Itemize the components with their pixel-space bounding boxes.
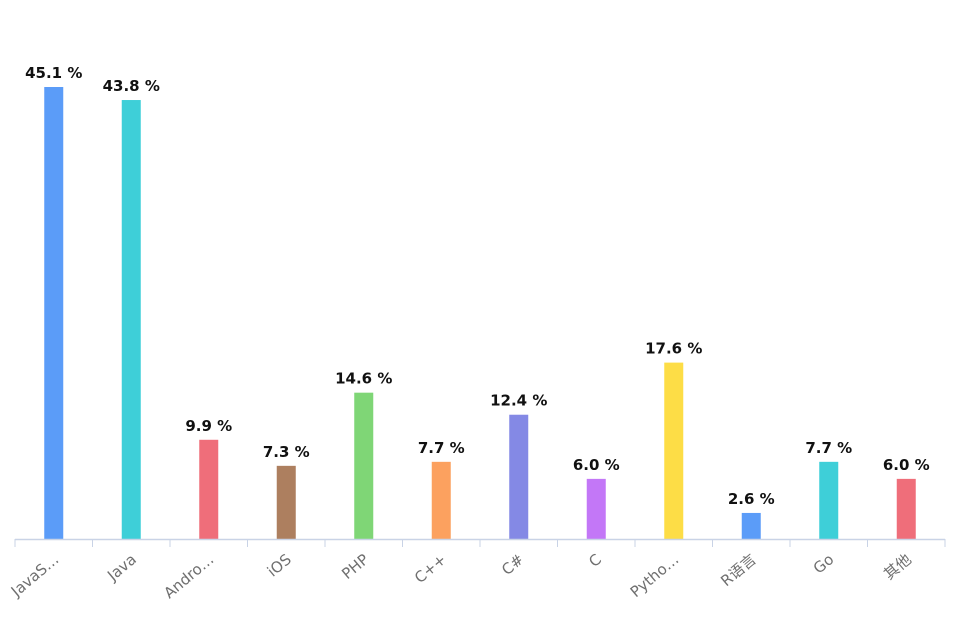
- bar-1[interactable]: [121, 100, 141, 540]
- value-label-4: 14.6 %: [335, 370, 392, 388]
- x-axis: [14, 538, 946, 547]
- x-tick-labels-group: JavaS… Java Andro… iOS PHP C++ C# C Pytho… R语言 Go 其…: [7, 550, 915, 602]
- x-tick-label-6: C#: [498, 550, 527, 579]
- bars-group: [44, 87, 916, 540]
- value-label-9: 2.6 %: [728, 490, 775, 508]
- x-tick-label-5: C++: [411, 550, 450, 587]
- value-label-5: 7.7 %: [418, 439, 465, 457]
- value-label-3: 7.3 %: [263, 443, 310, 461]
- bar-9[interactable]: [741, 512, 761, 539]
- x-tick-label-11: 其他: [880, 550, 915, 583]
- x-tick-label-0: JavaS…: [7, 550, 62, 601]
- bar-2[interactable]: [199, 439, 219, 539]
- bar-7[interactable]: [586, 478, 606, 539]
- bar-6[interactable]: [509, 414, 529, 539]
- bar-8[interactable]: [664, 362, 684, 539]
- x-tick-label-3: iOS: [264, 550, 295, 580]
- value-label-7: 6.0 %: [573, 456, 620, 474]
- x-tick-label-2: Andro…: [160, 550, 217, 602]
- bar-0[interactable]: [44, 87, 64, 539]
- bar-10[interactable]: [819, 461, 839, 539]
- bar-3[interactable]: [276, 465, 296, 539]
- bar-4[interactable]: [354, 392, 374, 539]
- x-tick-label-10: Go: [810, 550, 838, 577]
- x-tick-label-9: R语言: [717, 550, 760, 590]
- value-label-10: 7.7 %: [805, 439, 852, 457]
- x-tick-label-4: PHP: [338, 550, 372, 583]
- x-tick-label-7: C: [585, 550, 605, 571]
- x-tick-label-1: Java: [103, 550, 140, 585]
- value-label-11: 6.0 %: [883, 456, 930, 474]
- value-label-0: 45.1 %: [25, 64, 82, 82]
- value-labels-group: 45.1 % 43.8 % 9.9 % 7.3 % 14.6 % 7.7 % 12.4 % 6…: [25, 64, 930, 508]
- value-label-6: 12.4 %: [490, 392, 547, 410]
- bar-5[interactable]: [431, 461, 451, 539]
- x-tick-label-8: Pytho…: [627, 550, 683, 601]
- value-label-2: 9.9 %: [185, 417, 232, 435]
- value-label-1: 43.8 %: [103, 77, 160, 95]
- value-label-8: 17.6 %: [645, 340, 702, 358]
- bar-11[interactable]: [896, 478, 916, 539]
